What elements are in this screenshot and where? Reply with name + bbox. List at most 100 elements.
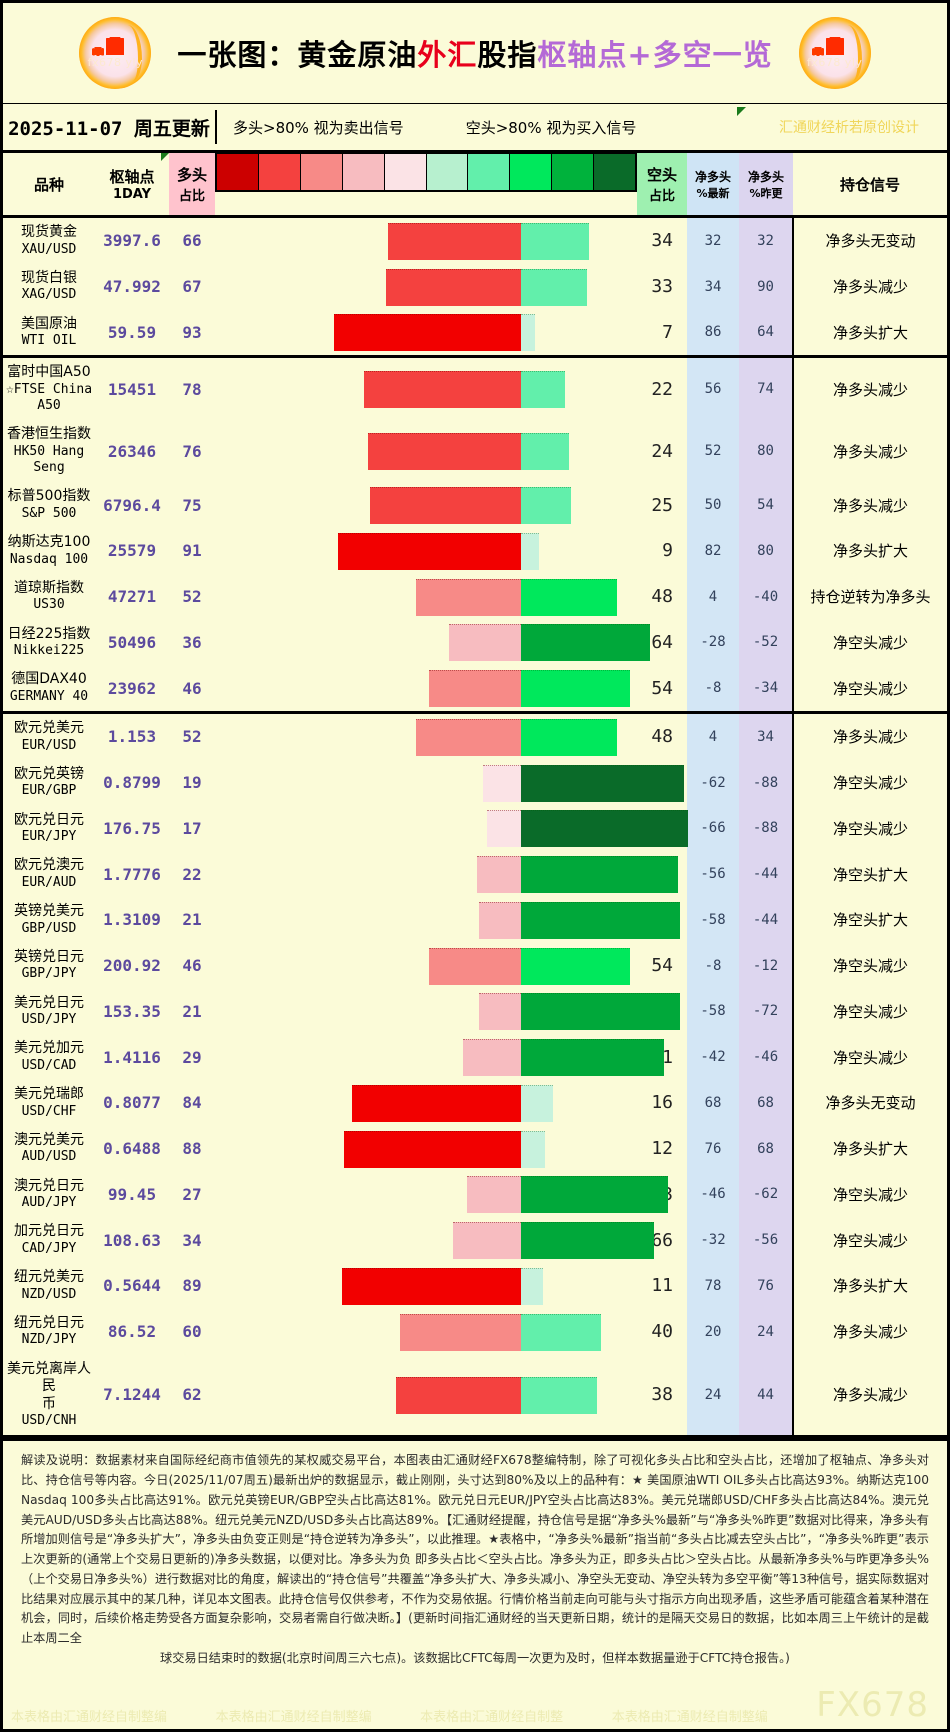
pivot-value: 176.75 xyxy=(95,805,169,852)
table-row: 美元兑离岸人民币 USD/CNH 7.1244 62 38 24 44 净多头减少 xyxy=(3,1354,947,1439)
info-strip: 2025-11-07 周五更新 多头>80% 视为卖出信号 空头>80% 视为买… xyxy=(3,104,947,153)
long-percent: 21 xyxy=(169,897,215,943)
net-long-previous: -40 xyxy=(739,573,793,620)
short-percent: 54 xyxy=(637,665,687,715)
short-bar-segment xyxy=(521,1267,544,1305)
short-percent: 48 xyxy=(637,573,687,620)
short-bar-segment xyxy=(521,433,570,471)
instrument-symbol: EUR/GBP xyxy=(21,783,77,799)
position-signal: 净多头无变动 xyxy=(792,1080,947,1126)
net-long-previous: 34 xyxy=(739,712,793,760)
position-bar-cell xyxy=(215,216,637,264)
long-bar-segment xyxy=(448,624,521,662)
short-percent: 22 xyxy=(637,356,687,421)
long-bar-segment xyxy=(342,1267,521,1305)
instrument-name: 纽元兑日元 xyxy=(14,1314,84,1331)
long-bar-segment xyxy=(370,487,521,525)
credit-text: 汇通财经析若原创设计 xyxy=(737,107,947,137)
watermark-4: 本表格由汇通财经自制整编 xyxy=(611,1709,768,1725)
long-bar-segment xyxy=(462,1039,521,1077)
position-bar-cell xyxy=(215,1308,637,1355)
instrument-name: 日经225指数 xyxy=(7,625,91,642)
net-long-previous: -44 xyxy=(739,897,793,943)
legend-swatch-5 xyxy=(426,154,469,190)
page-title: 一张图：黄金原油外汇股指枢轴点+多空一览 xyxy=(177,32,772,74)
table-row: 欧元兑美元 EUR/USD 1.153 52 48 4 34 净多头减少 xyxy=(3,712,947,760)
net-long-latest: 86 xyxy=(687,309,739,359)
net-long-previous: 32 xyxy=(739,216,793,264)
instrument-cell: 英镑兑日元 GBP/JPY xyxy=(3,942,95,989)
long-percent: 60 xyxy=(169,1308,215,1355)
position-bar-cell xyxy=(215,1034,664,1080)
instrument-symbol: WTI OIL xyxy=(21,333,77,348)
long-percent: 27 xyxy=(169,1171,215,1218)
instrument-cell: 澳元兑美元 AUD/USD xyxy=(3,1125,95,1172)
net-long-previous: -52 xyxy=(739,619,793,666)
table-row: 美元兑瑞郎 USD/CHF 0.8077 84 16 68 68 净多头无变动 xyxy=(3,1080,947,1126)
net-long-latest: 68 xyxy=(687,1080,739,1126)
short-bar-segment xyxy=(521,1313,602,1351)
instrument-symbol: NZD/USD xyxy=(21,1286,77,1302)
instrument-cell: 澳元兑日元 AUD/JPY xyxy=(3,1171,95,1218)
position-bar-cell xyxy=(215,1354,637,1439)
instrument-name: 欧元兑美元 xyxy=(14,720,84,736)
instrument-cell: 富时中国A50 ☆FTSE China A50 xyxy=(3,356,95,421)
short-percent: 9 xyxy=(637,528,687,574)
position-bar-cell xyxy=(215,1080,637,1126)
short-percent: 38 xyxy=(637,1354,687,1439)
net-long-previous: -12 xyxy=(739,942,793,989)
pivot-value: 108.63 xyxy=(95,1217,169,1263)
table-row: 加元兑日元 CAD/JPY 108.63 34 66 -32 -56 净空头减少 xyxy=(3,1217,947,1263)
instrument-name: 美元兑加元 xyxy=(14,1040,84,1057)
position-bar-cell xyxy=(215,805,688,852)
instrument-cell: 欧元兑澳元 EUR/AUD xyxy=(3,851,95,897)
position-signal: 净空头减少 xyxy=(792,619,947,666)
position-signal: 净空头减少 xyxy=(792,1034,947,1080)
pivot-value: 23962 xyxy=(95,665,169,715)
instrument-cell: 纳斯达克100 Nasdaq 100 xyxy=(3,528,95,574)
position-signal: 净多头扩大 xyxy=(792,528,947,574)
net-long-previous: -88 xyxy=(739,805,793,852)
position-bar-cell xyxy=(215,420,637,483)
instrument-name: 德国DAX40 xyxy=(11,671,87,688)
instrument-cell: 欧元兑英镑 EUR/GBP xyxy=(3,759,95,806)
instrument-name: 美元兑日元 xyxy=(14,994,84,1011)
plum-blossom-small-icon xyxy=(92,47,105,59)
logo-coin-right: fx678 yly xyxy=(798,17,871,89)
position-signal: 净空头减少 xyxy=(792,1217,947,1263)
pivot-value: 25579 xyxy=(95,528,169,574)
short-percent: 54 xyxy=(637,942,687,989)
position-bar-cell xyxy=(215,759,684,806)
long-percent: 22 xyxy=(169,851,215,897)
instrument-name: 欧元兑英镑 xyxy=(14,765,84,782)
net-long-previous: 68 xyxy=(739,1080,793,1126)
coin-swirl-icon xyxy=(838,25,862,81)
title-part-1: 一张图：黄金原油 xyxy=(177,38,418,72)
corner-flag-icon xyxy=(737,107,746,116)
col-header-legend xyxy=(215,152,637,218)
table-row: 香港恒生指数 HK50 Hang Seng 26346 76 24 52 80 净多头减少 xyxy=(3,420,947,483)
pivot-value: 1.7776 xyxy=(95,851,169,897)
net-long-previous: 90 xyxy=(739,263,793,310)
watermark-1: 本表格由汇通财经自制整编 xyxy=(11,1709,168,1725)
position-signal: 净多头减少 xyxy=(792,420,947,483)
net-long-previous: 76 xyxy=(739,1263,793,1309)
short-bar-segment xyxy=(521,532,540,570)
instrument-cell: 现货白银 XAG/USD xyxy=(3,263,95,310)
long-percent: 67 xyxy=(169,263,215,310)
instrument-name: 英镑兑美元 xyxy=(14,903,84,919)
net-long-previous: 80 xyxy=(739,420,793,483)
long-bar-segment xyxy=(428,670,521,708)
instrument-symbol: GBP/JPY xyxy=(21,966,77,982)
long-bar-segment xyxy=(478,901,521,939)
position-bar xyxy=(215,1267,637,1305)
table-row: 道琼斯指数 US30 47271 52 48 4 -40 持仓逆转为净多头 xyxy=(3,573,947,620)
instrument-cell: 美元兑日元 USD/JPY xyxy=(3,988,95,1035)
net-long-previous: -88 xyxy=(739,759,793,806)
position-bar xyxy=(215,1039,664,1077)
position-bar xyxy=(215,371,637,409)
table-row: 富时中国A50 ☆FTSE China A50 15451 78 22 56 74 净多头减少 xyxy=(3,356,947,421)
table-header: 品种 枢轴点 1DAY 多头 占比 空头 占比 净多头 xyxy=(3,152,947,218)
position-bar xyxy=(215,1084,637,1122)
